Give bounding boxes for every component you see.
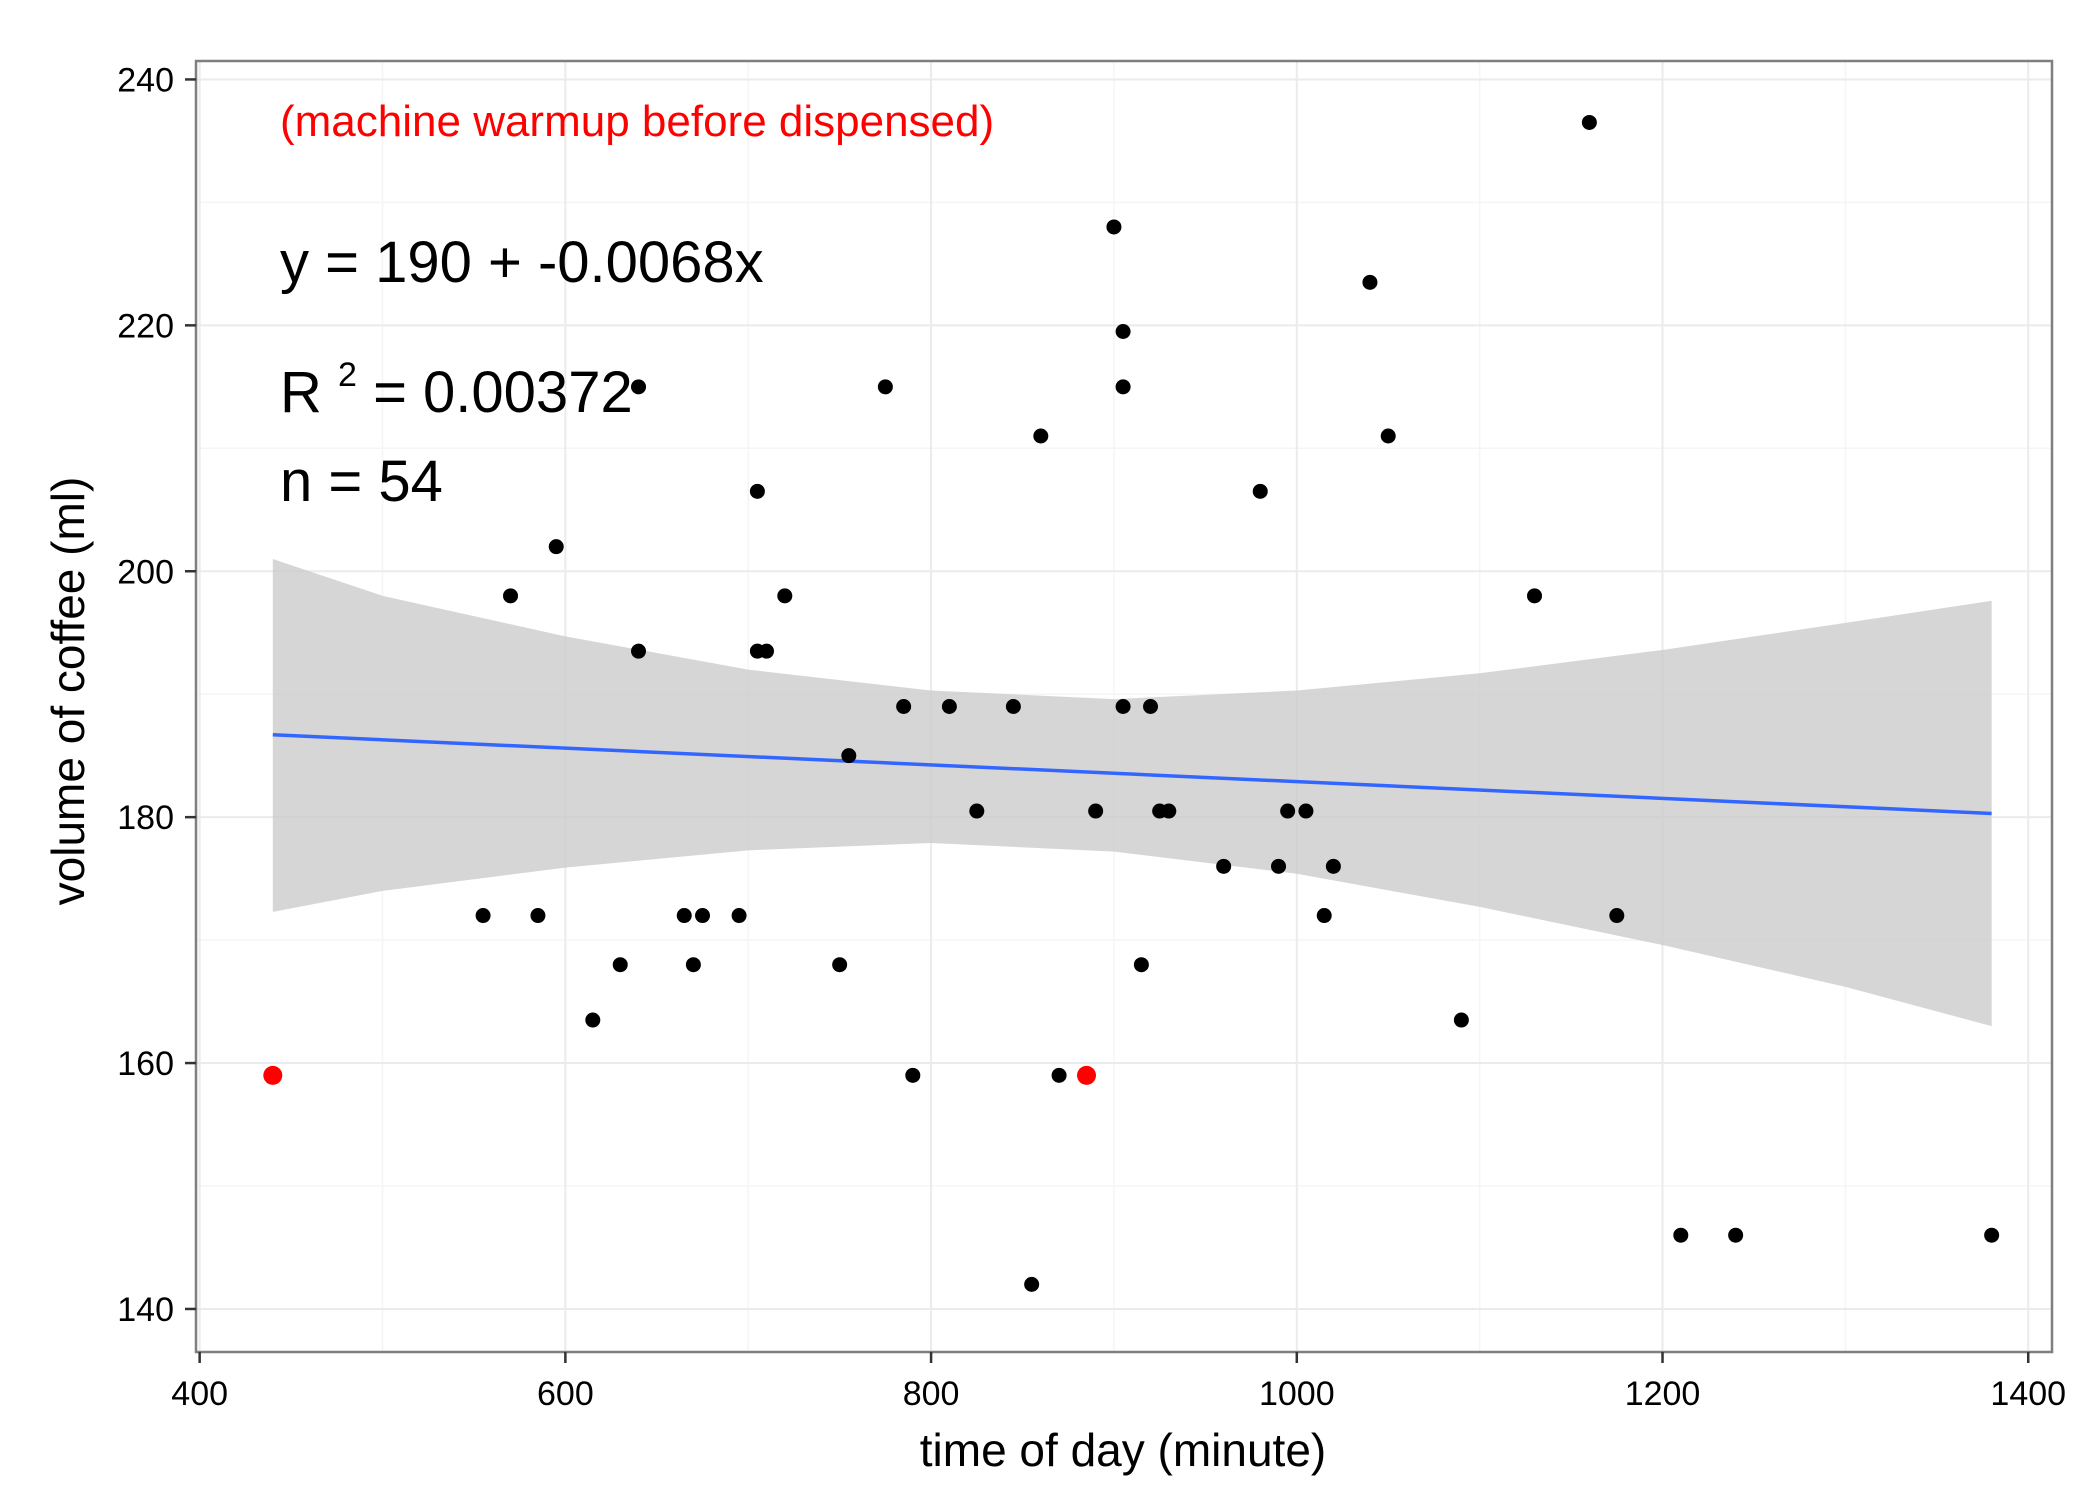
data-point xyxy=(877,379,893,395)
data-point xyxy=(1280,803,1296,819)
data-point xyxy=(1271,858,1287,874)
x-tick-label: 800 xyxy=(903,1375,960,1413)
regression-line xyxy=(272,733,1992,816)
data-point xyxy=(832,957,848,973)
data-point xyxy=(759,643,775,659)
data-point xyxy=(1115,699,1131,714)
data-point xyxy=(941,699,957,714)
r-squared-prefix: R xyxy=(280,360,322,425)
warmup-data-point xyxy=(1077,1065,1097,1085)
data-point xyxy=(1133,957,1149,973)
data-point xyxy=(731,908,747,924)
data-point xyxy=(1581,114,1597,130)
sample-size-annotation: n = 54 xyxy=(280,449,443,514)
data-points-layer xyxy=(263,114,2000,1292)
data-point xyxy=(685,957,701,973)
data-point xyxy=(777,588,793,604)
data-point xyxy=(695,908,711,924)
data-point xyxy=(1673,1227,1689,1243)
data-point xyxy=(503,588,519,604)
data-point xyxy=(1024,1276,1040,1292)
data-point xyxy=(1325,858,1341,874)
y-tick-label: 240 xyxy=(117,61,174,99)
regression-equation: y = 190 + -0.0068x xyxy=(280,230,764,295)
y-tick-label: 200 xyxy=(117,553,174,591)
data-point xyxy=(612,957,628,973)
warmup-annotation: (machine warmup before dispensed) xyxy=(280,97,994,146)
data-point xyxy=(1033,428,1049,444)
data-point xyxy=(896,699,912,714)
x-tick-label: 600 xyxy=(537,1375,594,1413)
data-point xyxy=(1728,1227,1744,1243)
y-axis-title: volume of coffee (ml) xyxy=(42,477,94,906)
x-tick-label: 1400 xyxy=(1990,1375,2066,1413)
data-point xyxy=(1216,858,1232,874)
data-point xyxy=(1453,1012,1469,1028)
data-point xyxy=(530,908,546,924)
data-point xyxy=(1362,274,1378,290)
data-point xyxy=(1527,588,1543,604)
panel-border xyxy=(194,59,2054,1354)
data-point xyxy=(841,748,857,764)
data-point xyxy=(969,803,985,819)
r-squared-annotation: R 2 = 0.00372 xyxy=(280,334,633,425)
x-axis-title: time of day (minute) xyxy=(920,1424,1326,1476)
warmup-data-point xyxy=(263,1065,283,1085)
data-point xyxy=(585,1012,601,1028)
data-point xyxy=(631,643,647,659)
data-point xyxy=(1316,908,1332,924)
x-tick-label: 400 xyxy=(171,1375,228,1413)
axes: 400 600 800 1000 1200 1400 140 160 180 200 220 240 xyxy=(117,59,2066,1413)
y-tick-label: 180 xyxy=(117,799,174,837)
r-squared-exponent: 2 xyxy=(338,356,357,394)
confidence-band xyxy=(272,558,1992,1027)
data-point xyxy=(1984,1227,2000,1243)
data-point xyxy=(1088,803,1104,819)
confidence-band-layer xyxy=(272,558,1992,1027)
data-point xyxy=(475,908,491,924)
data-point xyxy=(1380,428,1396,444)
data-point xyxy=(1115,323,1131,339)
x-tick-label: 1000 xyxy=(1259,1375,1335,1413)
data-point xyxy=(676,908,692,924)
data-point xyxy=(1609,908,1625,924)
data-point xyxy=(1115,379,1131,395)
y-tick-label: 220 xyxy=(117,307,174,345)
data-point xyxy=(905,1067,921,1083)
data-point xyxy=(1005,699,1021,714)
fit-line-layer xyxy=(272,733,1992,816)
data-point xyxy=(749,483,765,499)
data-point xyxy=(1252,483,1268,499)
data-point xyxy=(631,379,647,395)
data-point xyxy=(1298,803,1314,819)
data-point xyxy=(548,539,564,555)
y-tick-label: 160 xyxy=(117,1045,174,1083)
y-tick-label: 140 xyxy=(117,1291,174,1329)
data-point xyxy=(1051,1067,1067,1083)
r-squared-value: = 0.00372 xyxy=(373,360,633,425)
data-point xyxy=(1143,699,1159,714)
data-point xyxy=(1161,803,1177,819)
data-point xyxy=(1106,219,1122,235)
x-tick-label: 1200 xyxy=(1625,1375,1701,1413)
